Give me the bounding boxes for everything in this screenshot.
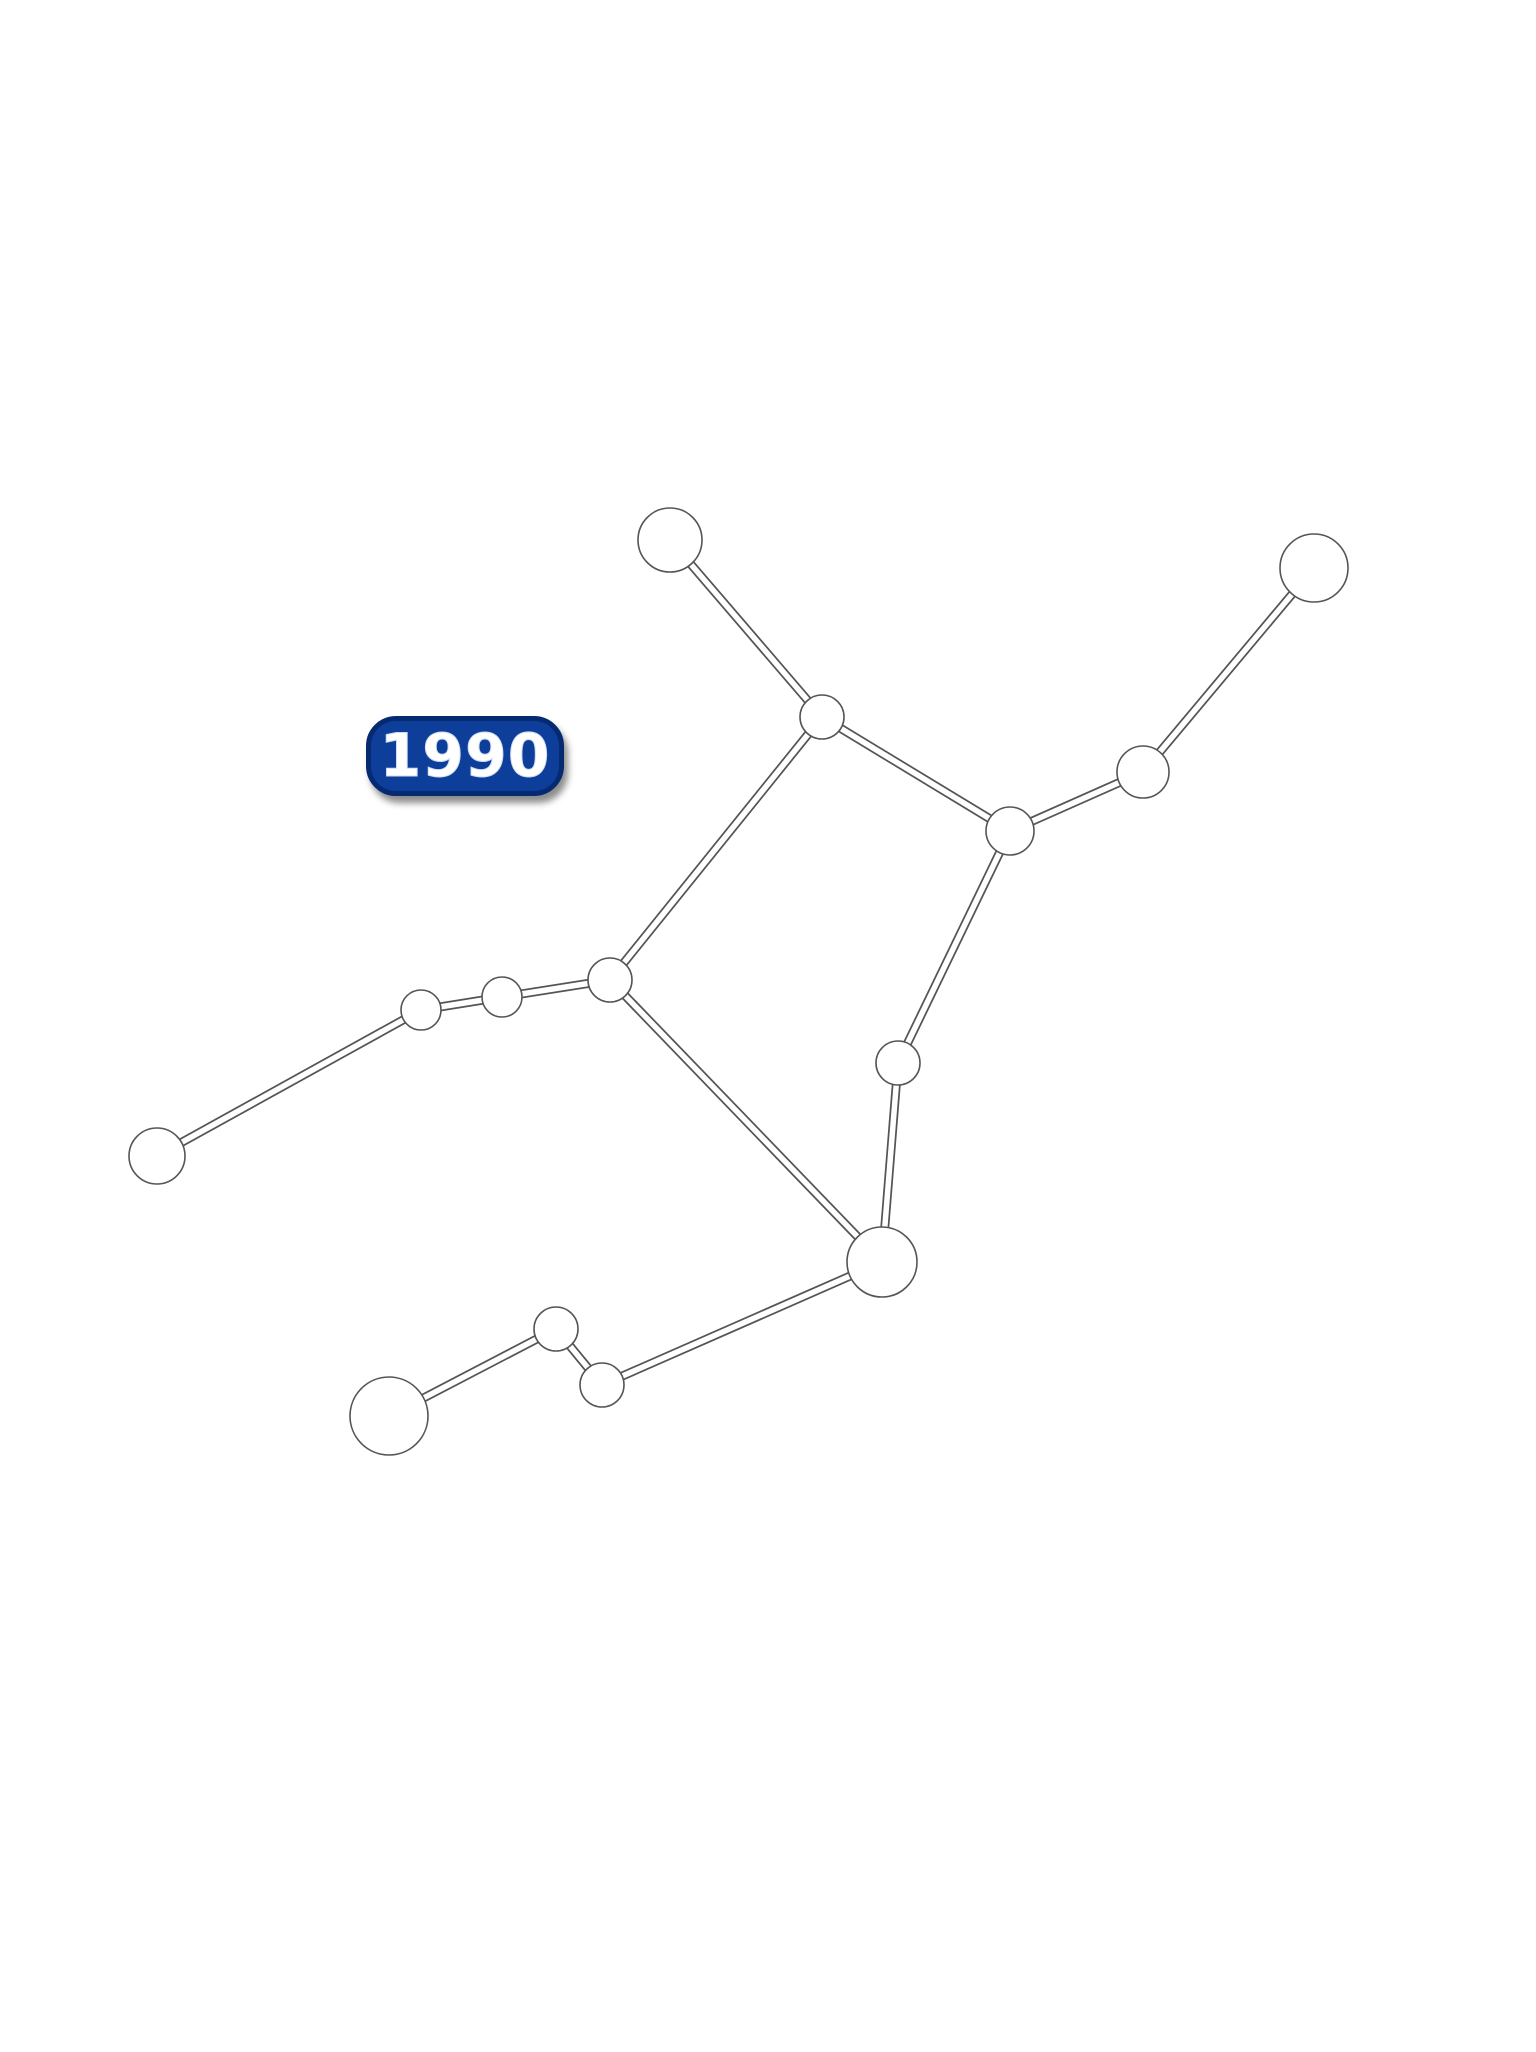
bottom-small-node-a	[579, 1362, 625, 1408]
far-left-end-node	[128, 1127, 186, 1185]
bottom-small-node-b	[533, 1306, 579, 1352]
right-junction-node	[985, 806, 1035, 856]
left-small-node-a	[481, 976, 523, 1018]
bottom-junction-node	[846, 1226, 918, 1298]
edge-n2-n5	[817, 712, 1015, 836]
edge-n3-n4	[1138, 563, 1319, 777]
edge-n6-n11	[605, 975, 887, 1267]
edge-fill	[599, 1259, 885, 1388]
edge-fill	[607, 977, 885, 1265]
edges-layer	[152, 535, 1319, 1421]
left-small-node-b	[400, 989, 442, 1031]
top-right-end-node	[1279, 533, 1349, 603]
edge-fill	[895, 828, 1013, 1066]
edge-n11-n12	[597, 1257, 887, 1390]
edge-n2-n6	[605, 712, 827, 985]
edge-fill	[667, 537, 825, 720]
edge-fill	[607, 714, 825, 983]
edge-fill	[154, 1007, 424, 1159]
right-lower-node	[875, 1040, 921, 1086]
right-mid-node	[1116, 745, 1170, 799]
edge-fill	[819, 714, 1013, 834]
edge-n5-n10	[893, 826, 1015, 1068]
year-label: 1990	[379, 721, 551, 791]
edge-fill	[1140, 565, 1317, 775]
upper-junction-node	[799, 694, 845, 740]
center-left-junction-node	[587, 957, 633, 1003]
year-badge: 1990	[366, 716, 564, 796]
nodes-layer	[128, 507, 1349, 1456]
edge-n1-n2	[665, 535, 827, 722]
bottom-left-end-node	[349, 1376, 429, 1456]
top-left-end-node	[637, 507, 703, 573]
edge-n8-n9	[152, 1005, 426, 1161]
